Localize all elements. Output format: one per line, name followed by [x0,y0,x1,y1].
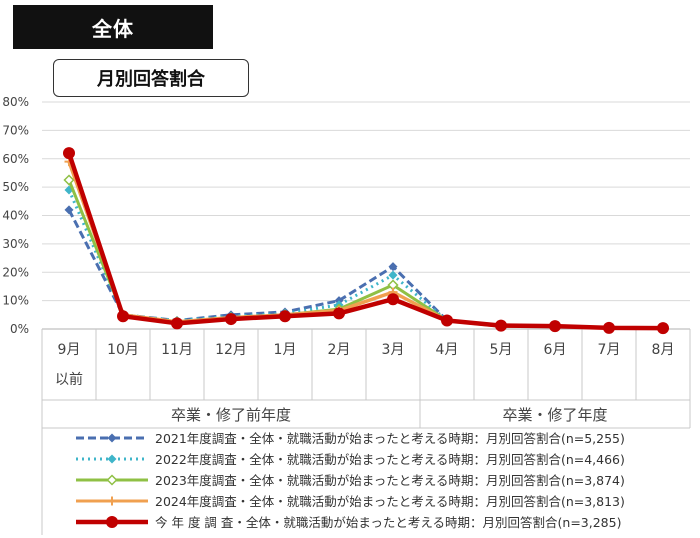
data-point [279,310,291,323]
data-point [64,205,74,215]
data-point [63,147,75,160]
legend-marker [107,454,117,464]
legend-label: 2022年度調査・全体・就職活動が始まったと考える時期：月別回答割合(n=4,4… [155,452,625,467]
legend-marker [107,496,117,506]
data-point [387,293,399,306]
legend-label: 今 年 度 調 査・全体・就職活動が始まったと考える時期：月別回答割合(n=3,… [155,515,621,530]
series-line [67,161,664,330]
x-tick-label: 1月 [274,342,297,358]
legend-marker [106,516,118,528]
group-label: 卒業・修了前年度 [171,406,291,424]
data-point [171,317,183,330]
data-point [495,319,507,332]
y-tick-label: 70% [2,123,29,137]
data-point [603,321,615,334]
legend-marker [106,474,118,486]
x-tick-label: 7月 [598,342,621,358]
x-tick-label: 5月 [490,342,513,358]
y-tick-label: 30% [2,237,29,251]
data-point [333,307,345,320]
y-tick-label: 10% [2,294,29,308]
x-tick-label: 6月 [544,342,567,358]
data-point [63,174,75,186]
x-tick-label: 3月 [382,342,405,358]
y-tick-label: 80% [2,95,29,109]
x-tick-label: 4月 [436,342,459,358]
x-tick-label: 9月 [58,342,81,358]
y-tick-label: 0% [10,322,29,336]
legend-label: 2024年度調査・全体・就職活動が始まったと考える時期：月別回答割合(n=3,8… [155,494,625,509]
x-tick-label: 8月 [652,342,675,358]
x-tick-label: 12月 [215,342,247,358]
group-label: 卒業・修了年度 [502,406,607,424]
series-line [66,152,664,331]
y-tick-label: 40% [2,209,29,223]
data-point [657,322,669,335]
chart-title: 月別回答割合 [53,59,249,97]
x-tick-label: 2月 [328,342,351,358]
data-point [441,314,453,327]
series-line [67,209,664,330]
x-tick-label: 11月 [161,342,193,358]
x-tick-sublabel: 以前 [55,371,83,388]
data-point [388,270,398,280]
legend-label: 2021年度調査・全体・就職活動が始まったと考える時期：月別回答割合(n=5,2… [155,431,625,446]
page-title: 全体 [13,5,213,49]
legend-marker [107,433,117,443]
legend-label: 2023年度調査・全体・就職活動が始まったと考える時期：月別回答割合(n=3,8… [155,473,625,488]
y-tick-label: 50% [2,180,29,194]
x-tick-label: 10月 [107,342,139,358]
y-tick-label: 60% [2,152,29,166]
data-point [388,262,398,272]
data-point [117,310,129,323]
data-point [225,313,237,326]
data-point [549,320,561,333]
y-tick-label: 20% [2,265,29,279]
